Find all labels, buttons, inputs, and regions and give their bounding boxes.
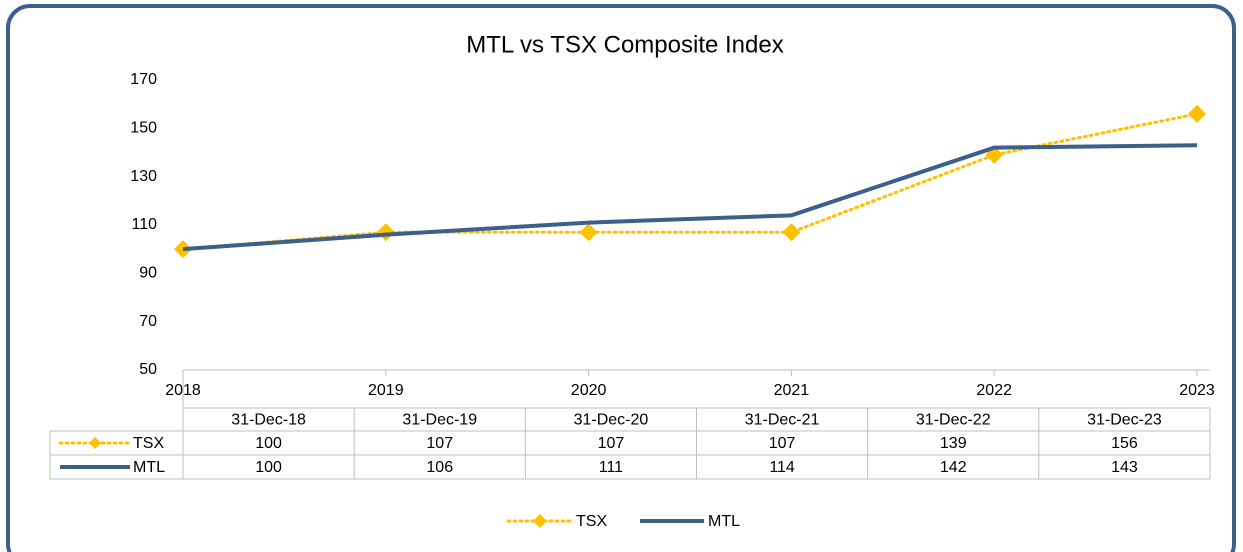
point-marker	[579, 223, 598, 242]
table-header: 31-Dec-18	[231, 412, 306, 429]
table-cell: 107	[598, 435, 625, 452]
y-tick-label: 110	[131, 216, 157, 233]
table-cell: 139	[940, 435, 967, 452]
table-header: 31-Dec-22	[916, 412, 991, 429]
table-cell: 114	[769, 459, 795, 476]
table-legend-marker	[89, 437, 101, 449]
table-header: 31-Dec-19	[402, 412, 477, 429]
table-cell: 106	[426, 459, 453, 476]
legend-marker	[533, 514, 547, 528]
table-header: 31-Dec-20	[574, 412, 649, 429]
table-cell: 100	[255, 459, 282, 476]
table-cell: 143	[1111, 459, 1138, 476]
table-header: 31-Dec-23	[1087, 412, 1162, 429]
y-tick-label: 150	[130, 120, 157, 137]
x-tick-label: 2021	[774, 382, 810, 399]
chart-frame	[6, 4, 1236, 552]
table-cell: 111	[599, 459, 623, 476]
series-line	[182, 143, 1198, 252]
chart-title: MTL vs TSX Composite Index	[466, 31, 783, 58]
y-tick-label: 70	[139, 313, 157, 330]
table-header: 31-Dec-21	[745, 412, 820, 429]
x-tick-label: 2022	[976, 382, 1012, 399]
point-marker	[782, 223, 801, 242]
table-cell: 107	[769, 435, 796, 452]
table-cell: 156	[1111, 435, 1138, 452]
point-marker	[1188, 104, 1206, 123]
y-tick-label: 50	[139, 361, 157, 378]
x-tick-label: 2020	[571, 382, 607, 399]
legend-label: TSX	[576, 513, 607, 530]
y-tick-label: 90	[139, 265, 157, 282]
table-row-label: MTL	[133, 459, 165, 476]
legend-label: MTL	[708, 513, 740, 530]
table-cell: 100	[255, 435, 282, 452]
table-cell: 142	[940, 459, 967, 476]
y-tick-label: 170	[130, 71, 157, 88]
table-row-label: TSX	[133, 435, 164, 452]
x-tick-label: 2019	[368, 382, 404, 399]
table-cell: 107	[426, 435, 453, 452]
y-tick-label: 130	[130, 168, 157, 185]
x-tick-label: 2023	[1179, 382, 1215, 399]
